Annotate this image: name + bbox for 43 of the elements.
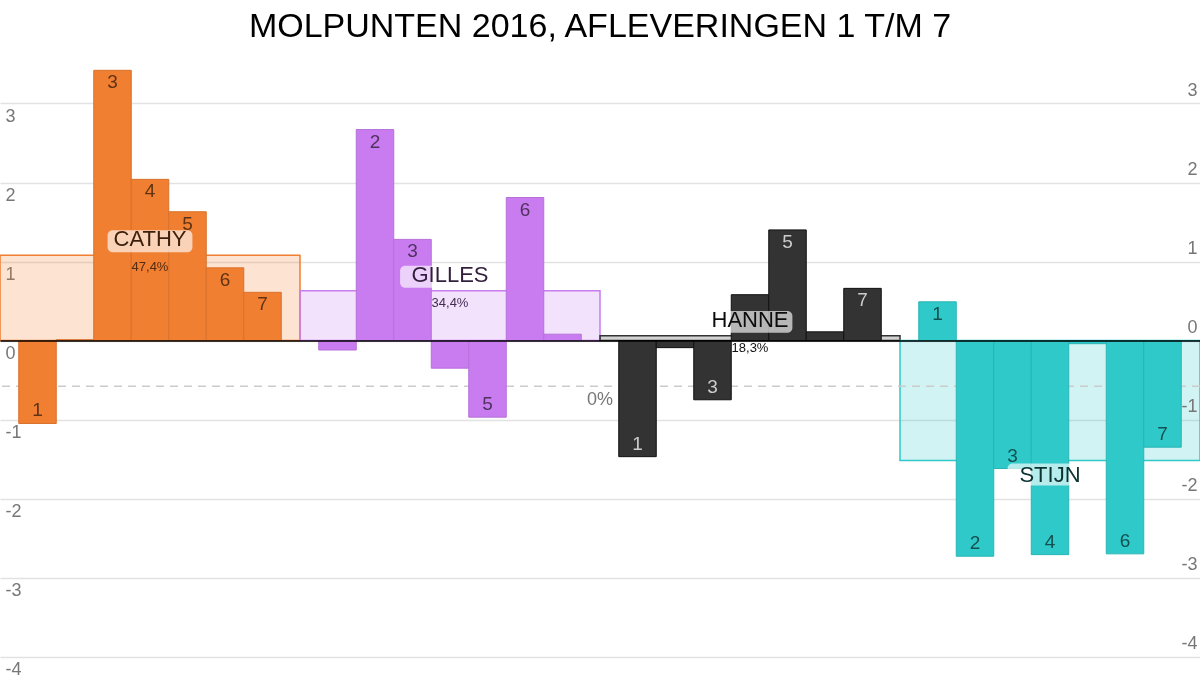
text: 6: [1119, 529, 1131, 551]
x-tick-label: GILLES: [411, 261, 489, 287]
y-tick-label: -4: [1181, 633, 1198, 654]
y-tick-label: -2: [1181, 475, 1198, 496]
annotation: 34,4%: [431, 294, 469, 310]
y-tick-label: 2: [1187, 159, 1198, 180]
y2-tick-label: -2: [5, 501, 22, 522]
y2-tick-label: -1: [5, 422, 22, 443]
series-label: 2: [369, 130, 381, 152]
text: 1: [632, 432, 643, 454]
series-label: 7: [257, 293, 268, 315]
series-label: 6: [219, 268, 231, 290]
y2-tick-label: -3: [5, 580, 22, 601]
annotation: 47,4%: [131, 259, 169, 275]
y-tick-label: -1: [1181, 396, 1198, 417]
text: 5: [482, 393, 493, 415]
text: 3: [1007, 444, 1018, 466]
chart-title: MOLPUNTEN 2016, AFLEVERINGEN 1 T/M 7: [248, 6, 952, 44]
y2-tick-label: -4: [5, 659, 22, 680]
series-label: 4: [144, 180, 156, 202]
y2-tick-label: 3: [5, 106, 16, 126]
text: 3: [407, 240, 418, 262]
text: 2: [969, 532, 981, 554]
y-tick-label: -3: [1181, 554, 1198, 575]
y-tick-label: 0: [1187, 317, 1198, 338]
text: 7: [857, 289, 868, 311]
text: 4: [1044, 530, 1056, 552]
text: 7: [1157, 423, 1168, 445]
y-tick-label: 1: [1187, 238, 1198, 259]
text: 5: [782, 230, 793, 252]
x-tick-label: HANNE: [711, 306, 789, 332]
series-label: 3: [107, 71, 118, 93]
text: 1: [32, 399, 43, 421]
y-tick-label: 3: [1187, 80, 1198, 100]
y2-tick-label: 2: [5, 185, 16, 206]
y2-tick-label: 0: [5, 343, 16, 364]
y2-tick-label: 1: [5, 264, 16, 285]
x-tick-label: STIJN: [1019, 461, 1081, 487]
annotation: 0%: [586, 389, 614, 410]
series-label: 1: [932, 302, 943, 324]
text: 3: [707, 375, 718, 397]
text: 6: [519, 198, 531, 220]
annotation: 18,3%: [731, 339, 769, 355]
